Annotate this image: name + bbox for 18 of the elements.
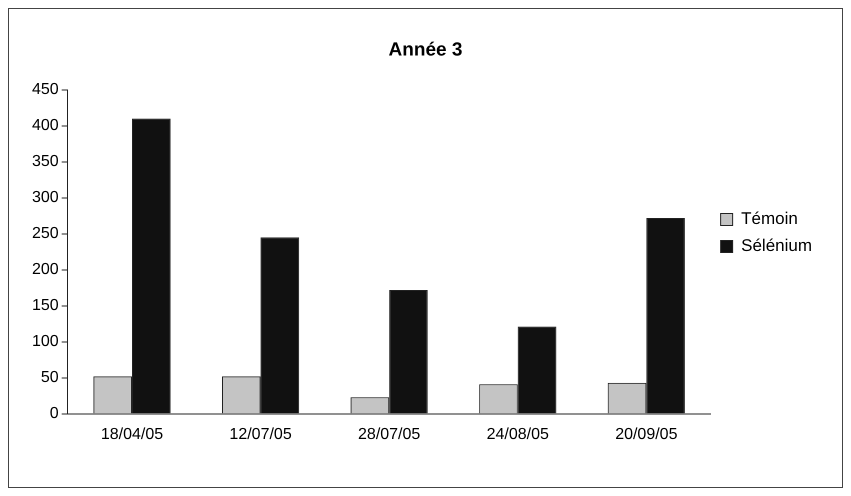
y-tick-label: 200 xyxy=(32,261,59,278)
chart-title: Année 3 xyxy=(388,40,462,61)
y-tick-label: 400 xyxy=(32,117,59,134)
y-tick-label: 150 xyxy=(32,297,59,314)
y-tick-label: 350 xyxy=(32,153,59,170)
y-tick-label: 100 xyxy=(32,333,59,350)
y-tick-label: 50 xyxy=(40,369,59,386)
x-tick-label: 28/07/05 xyxy=(358,426,420,443)
legend-label: Témoin xyxy=(741,209,798,228)
y-tick-label: 250 xyxy=(32,225,59,242)
y-tick-label: 450 xyxy=(32,81,59,98)
x-tick-label: 12/07/05 xyxy=(229,426,292,443)
y-tick-label: 0 xyxy=(50,405,59,422)
x-tick-label: 18/04/05 xyxy=(100,426,164,443)
x-tick-label: 24/08/05 xyxy=(486,426,549,443)
legend-label: Sélénium xyxy=(741,236,812,256)
y-tick-label: 300 xyxy=(32,189,59,206)
x-tick-label: 20/09/05 xyxy=(615,426,678,443)
